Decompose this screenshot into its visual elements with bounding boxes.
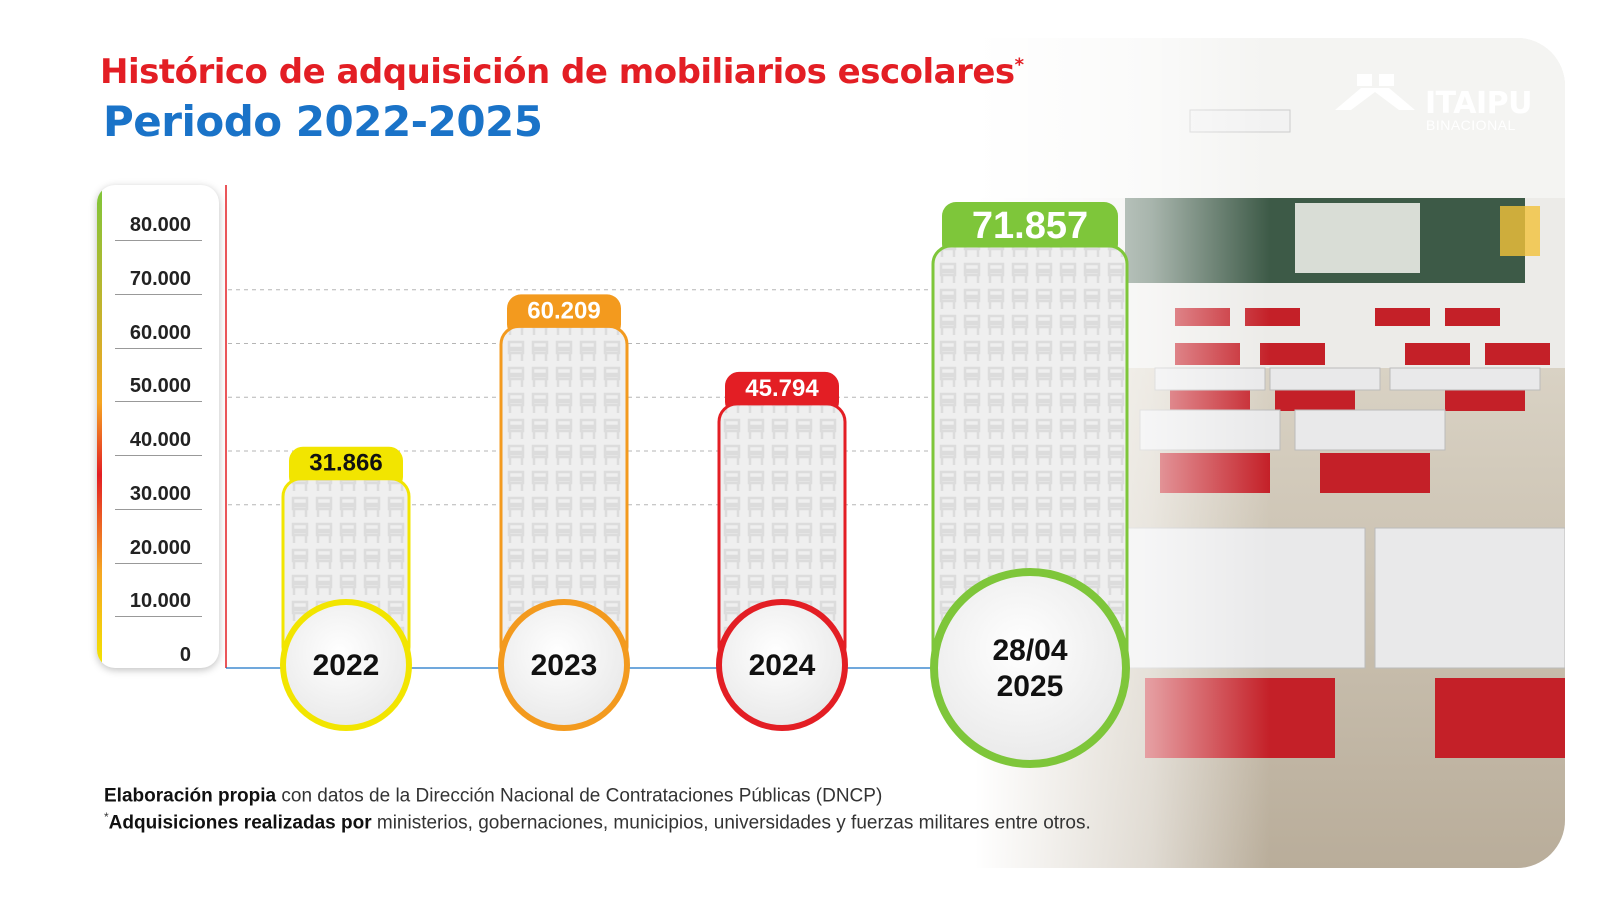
y-tick-line: [115, 455, 202, 456]
y-tick-label: 80.000: [129, 214, 191, 236]
classroom-photo: [975, 38, 1565, 868]
y-tick-label: 50.000: [129, 375, 191, 398]
y-tick-label: 40.000: [129, 429, 191, 451]
chart-subtitle: Periodo 2022-2025: [103, 97, 543, 146]
y-tick-line: [115, 293, 202, 295]
itaipu-logo-icon: [1335, 74, 1415, 110]
bar-group: 60.209 2023: [498, 294, 630, 731]
data-label: 60.209: [527, 297, 600, 324]
data-label: 71.857: [972, 205, 1088, 247]
category-label: 2023: [531, 649, 598, 682]
y-tick-line: [115, 347, 202, 349]
bar-group: 45.794 2024: [716, 371, 848, 731]
y-tick-line: [115, 240, 202, 241]
y-tick-label: 30.000: [129, 482, 191, 505]
y-tick-line: [115, 401, 202, 403]
footnote-source: Elaboración propia con datos de la Direc…: [104, 785, 883, 807]
y-tick-line: [115, 508, 202, 510]
chart-title: Histórico de adquisición de mobiliarios …: [100, 52, 1024, 92]
data-label: 45.794: [745, 375, 819, 402]
y-tick-label: 10.000: [129, 590, 191, 613]
category-label: 2022: [313, 649, 380, 682]
category-label: 2025: [997, 670, 1064, 703]
y-tick-label: 60.000: [129, 321, 191, 344]
category-circle: [280, 599, 412, 731]
y-tick-line: [115, 616, 202, 618]
y-tick-label: 20.000: [129, 536, 191, 559]
y-tick-label: 70.000: [129, 267, 191, 290]
y-tick-line: [115, 562, 202, 564]
category-circle: [930, 568, 1130, 768]
logo-name: ITAIPU: [1425, 86, 1533, 121]
category-label: 28/04: [992, 634, 1067, 667]
logo-sub: BINACIONAL: [1426, 117, 1516, 133]
footnote-acquisitions: *Adquisiciones realizadas por ministerio…: [104, 810, 1091, 834]
bar-group: 31.866 2022: [280, 446, 412, 731]
data-label: 31.866: [309, 450, 382, 477]
y-axis-card: 0 10.000 20.000 30.000 40.000 50.000 60.000 70.…: [97, 185, 219, 668]
category-circle: [498, 599, 630, 731]
y-tick-label: 0: [179, 644, 191, 666]
category-circle: [716, 599, 848, 731]
category-label: 2024: [749, 649, 816, 682]
value-pill: [942, 202, 1118, 258]
